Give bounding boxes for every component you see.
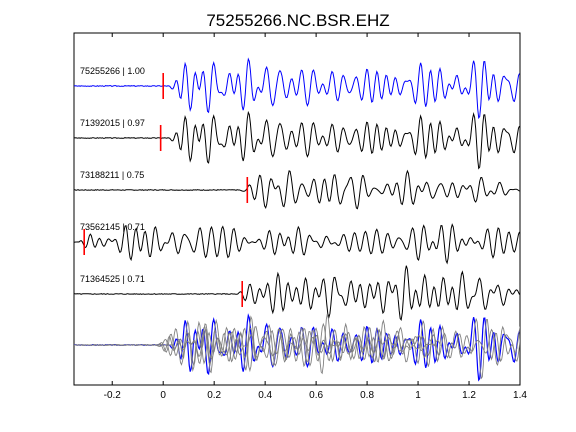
x-tick-label: 0.8 (360, 390, 374, 401)
trace-line (74, 169, 520, 210)
axes-frame (73, 32, 521, 386)
x-tick-label: 0.2 (207, 390, 221, 401)
trace-label: 73562145 | 0.71 (80, 222, 145, 232)
trace-line (73, 110, 520, 170)
trace-label: 71392015 | 0.97 (80, 118, 145, 128)
x-tick-label: 0.6 (309, 390, 323, 401)
x-tick-label: 1.4 (513, 390, 527, 401)
trace-group: 75255266 | 1.00 71392015 | 0.97 73188211 |… (73, 57, 520, 322)
trace-line (73, 265, 520, 322)
x-tick-label: 1 (415, 390, 421, 401)
x-tick-label: 0 (160, 390, 166, 401)
trace-line (73, 57, 520, 120)
x-axis: -0.2 0 0.2 0.4 0.6 0.8 1 1.2 1.4 (104, 33, 527, 401)
chart-title: 75255266.NC.BSR.EHZ (206, 11, 389, 30)
overlay-line (74, 313, 441, 375)
trace-label: 71364525 | 0.71 (80, 274, 145, 284)
x-tick-label: 1.2 (462, 390, 476, 401)
x-tick-label: 0.4 (258, 390, 272, 401)
trace-label: 73188211 | 0.75 (80, 170, 144, 180)
overlay-stack (74, 313, 520, 382)
trace-label: 75255266 | 1.00 (80, 66, 145, 76)
x-tick-label: -0.2 (104, 390, 122, 401)
overlay-line (152, 325, 520, 366)
trace-line (73, 223, 520, 265)
